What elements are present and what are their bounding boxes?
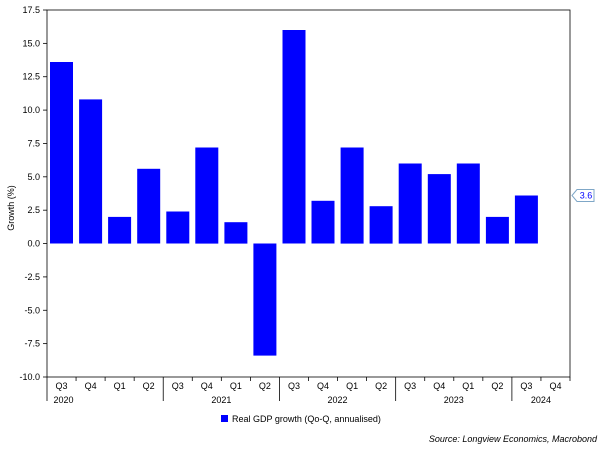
y-tick-label: -10.0 [19, 372, 40, 382]
x-tick-label: Q4 [317, 381, 329, 391]
x-tick-label: Q1 [462, 381, 474, 391]
legend: Real GDP growth (Qo-Q, annualised) [221, 414, 381, 424]
plot-frame [46, 9, 571, 378]
year-label: 2024 [531, 395, 551, 405]
y-tick-label: 15.0 [22, 38, 40, 48]
x-tick-label: Q1 [230, 381, 242, 391]
y-tick-label: 10.0 [22, 105, 40, 115]
x-tick-label: Q2 [375, 381, 387, 391]
year-label: 2022 [328, 395, 348, 405]
bar-q4-13 [427, 174, 451, 244]
x-tick-label: Q4 [549, 381, 561, 391]
bar-q3-12 [398, 163, 422, 244]
x-tick-label: Q2 [143, 381, 155, 391]
bar-q2-3 [137, 168, 161, 244]
y-tick-label: 5.0 [27, 172, 40, 182]
bar-q4-9 [311, 200, 335, 244]
year-label: 2020 [54, 395, 74, 405]
bar-q2-15 [485, 216, 509, 244]
bar-q3-8 [282, 30, 306, 244]
x-tick-label: Q3 [520, 381, 532, 391]
y-tick-label: 7.5 [27, 138, 40, 148]
y-tick-label: -7.5 [24, 339, 40, 349]
x-tick-label: Q3 [404, 381, 416, 391]
bar-q3-4 [166, 211, 190, 244]
last-value-callout: 3.6 [571, 189, 595, 203]
x-tick-label: Q2 [491, 381, 503, 391]
y-tick-label: 0.0 [27, 239, 40, 249]
x-tick-label: Q4 [433, 381, 445, 391]
y-axis: 17.5 15.0 12.5 10.0 7.5 5.0 2.5 0.0 -2.5 -5.0 -7.5… [19, 5, 47, 382]
x-axis: Q3 Q4 Q1 Q2 Q3 Q4 Q1 Q2 Q3 Q4 Q1 Q2 Q3 Q4 Q1 Q2 Q3 Q4 2020… [46, 377, 571, 405]
y-tick-label: 12.5 [22, 72, 40, 82]
x-tick-label: Q3 [288, 381, 300, 391]
year-label: 2023 [444, 395, 464, 405]
x-tick-label: Q4 [85, 381, 97, 391]
x-tick-label: Q1 [114, 381, 126, 391]
callout-value: 3.6 [580, 191, 593, 201]
y-tick-label: 17.5 [22, 5, 40, 15]
bar-q4-5 [195, 147, 219, 244]
bar-q3-0 [50, 62, 73, 244]
callout-box [571, 189, 595, 203]
bar-q1-2 [108, 216, 132, 244]
bar-q4-1 [79, 99, 103, 244]
year-label: 2021 [211, 395, 231, 405]
plot-area [46, 9, 571, 378]
legend-swatch [221, 415, 228, 422]
y-tick-label: -5.0 [24, 305, 40, 315]
y-tick-label: -2.5 [24, 272, 40, 282]
x-tick-label: Q2 [259, 381, 271, 391]
bar-q1-14 [456, 163, 480, 244]
source-note: Source: Longview Economics, Macrobond [429, 434, 598, 444]
legend-label: Real GDP growth (Qo-Q, annualised) [232, 414, 381, 424]
y-tick-label: 2.5 [27, 205, 40, 215]
x-tick-label: Q1 [346, 381, 358, 391]
bar-q2-11 [369, 206, 393, 244]
x-tick-label: Q3 [172, 381, 184, 391]
y-axis-title: Growth (%) [6, 185, 16, 231]
bar-q2-7 [253, 243, 277, 356]
bar-q1-10 [340, 147, 364, 244]
x-tick-label: Q3 [56, 381, 68, 391]
bar-q1-6 [224, 222, 248, 244]
bar-q3-16 [514, 195, 538, 244]
x-tick-label: Q4 [201, 381, 213, 391]
